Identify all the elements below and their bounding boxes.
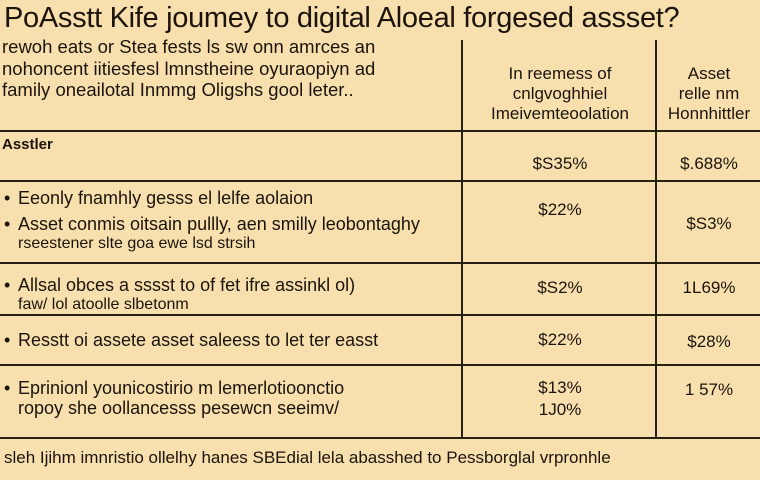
row-line: faw/ lol atoolle slbetonm	[18, 296, 189, 313]
row-line: Eeonly fnamhly gesss el lelfe aolaion	[4, 188, 456, 208]
table-row: Resstt oi assete asset saleess to let te…	[4, 330, 456, 350]
column-divider	[655, 40, 657, 438]
intro-line: rewoh eats or Stea fests ls sw onn amrce…	[2, 36, 376, 57]
table-row: Allsal obces a sssst to of fet ifre assi…	[4, 275, 456, 315]
row-line: Eprinionl younicostirio m lemerlotioonct…	[4, 378, 456, 398]
table-cell: 1L69%	[682, 278, 736, 297]
row-line: Asset conmis oitsain pullly, aen smilly …	[4, 214, 456, 234]
intro-line: nohoncent iitiesfesl lmnstheine oyuraopi…	[2, 57, 376, 79]
table-cell: $22%	[538, 200, 582, 219]
footer-note: sleh Ijihm imnristio ollelhy hanes SBEdi…	[4, 448, 611, 467]
section-label: Asstler	[2, 136, 53, 153]
row-divider	[0, 437, 760, 439]
table-row: Eprinionl younicostirio m lemerlotioonct…	[4, 378, 456, 418]
table-cell: 1J0%	[538, 400, 582, 419]
column-header-2: Asset relle nm Honnhittler	[667, 64, 751, 123]
row-divider	[0, 130, 760, 132]
table-cell: $S35%	[532, 154, 588, 173]
row-line: Resstt oi assete asset saleess to let te…	[4, 330, 456, 350]
table-cell: $28%	[687, 332, 731, 351]
row-divider	[0, 364, 760, 366]
row-divider	[0, 314, 760, 316]
table-cell: $22%	[538, 330, 582, 349]
row-line: ropoy she oollancesss pesewcn seeimv/	[18, 398, 340, 418]
table-cell: $.688%	[680, 154, 738, 173]
table-cell: 1 57%	[684, 380, 734, 399]
row-line: Allsal obces a sssst to of fet ifre assi…	[4, 275, 456, 295]
column-header-1: In reemess of cnlgvoghhiel Imeivemteoola…	[491, 64, 629, 123]
row-divider	[0, 262, 760, 264]
table-cell: $S3%	[686, 214, 732, 233]
row-divider	[0, 180, 760, 182]
table-cell: $13%	[538, 378, 582, 397]
row-line: rseestener slte goa ewe lsd strsih	[18, 235, 256, 252]
document-title: PoAsstt Kife joumey to digital Aloeal fo…	[4, 2, 680, 34]
table-cell: $S2%	[537, 278, 583, 297]
intro-paragraph: rewoh eats or Stea fests ls sw onn amrce…	[2, 36, 457, 101]
table-row: Eeonly fnamhly gesss el lelfe aolaion As…	[4, 188, 456, 254]
column-divider	[461, 40, 463, 438]
intro-line: family oneailotal Inmmg Oligshs gool let…	[2, 79, 354, 100]
